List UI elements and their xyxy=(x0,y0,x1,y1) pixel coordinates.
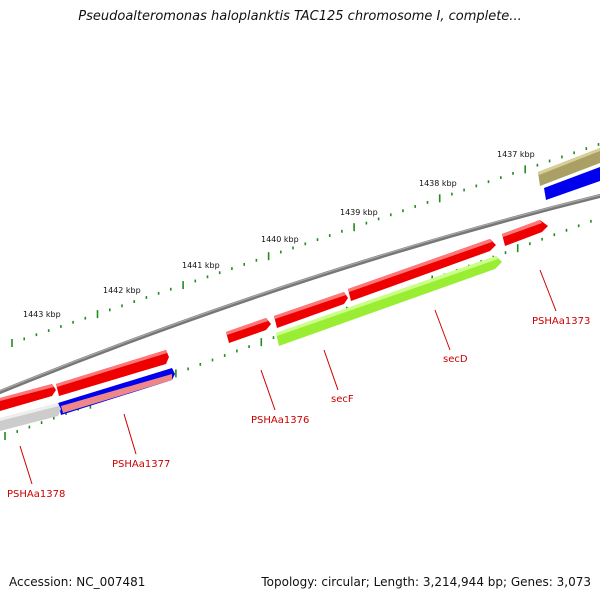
chromosome-backbone xyxy=(0,194,600,394)
gene-pink[interactable] xyxy=(61,374,172,413)
scale-label: 1440 kbp xyxy=(261,235,299,244)
gene-red[interactable] xyxy=(348,239,496,301)
gene-label-pshaa1376[interactable]: PSHAa1376 xyxy=(251,415,309,426)
gene-red[interactable] xyxy=(274,292,348,328)
map-title: Pseudoalteromonas haloplanktis TAC125 ch… xyxy=(78,9,522,24)
gene-labels[interactable]: PSHAa1373 secD secF PSHAa1376 PSHAa1377 … xyxy=(7,316,590,500)
accession-text: Accession: NC_007481 xyxy=(9,575,146,589)
gene-red[interactable] xyxy=(56,350,169,396)
gene-label-pshaa1377[interactable]: PSHAa1377 xyxy=(112,459,170,470)
scale-label: 1439 kbp xyxy=(340,208,378,217)
gene-label-pshaa1378[interactable]: PSHAa1378 xyxy=(7,489,65,500)
label-leaders xyxy=(19,269,557,485)
gene-label-pshaa1373[interactable]: PSHAa1373 xyxy=(532,316,590,327)
topology-text: Topology: circular; Length: 3,214,944 bp… xyxy=(261,575,591,589)
scale-label: 1438 kbp xyxy=(419,179,457,188)
scale-label: 1443 kbp xyxy=(23,310,61,319)
scale-label: 1441 kbp xyxy=(182,261,220,270)
gene-grey[interactable] xyxy=(0,403,61,431)
gene-blue[interactable] xyxy=(544,167,600,200)
chromosome-backbone-highlight xyxy=(0,194,600,392)
scale-labels: 1437 kbp 1438 kbp 1439 kbp 1440 kbp 1441… xyxy=(23,150,535,319)
gene-red[interactable] xyxy=(0,384,56,411)
upper-gene-track xyxy=(0,148,600,431)
gene-red[interactable] xyxy=(226,318,271,343)
gene-label-secf[interactable]: secF xyxy=(331,394,354,405)
scale-label: 1442 kbp xyxy=(103,286,141,295)
gene-red[interactable] xyxy=(502,220,548,246)
scale-label: 1437 kbp xyxy=(497,150,535,159)
upper-scale-track xyxy=(11,143,600,347)
gene-green[interactable] xyxy=(276,256,502,346)
gene-olive[interactable] xyxy=(538,148,600,186)
gene-label-secd[interactable]: secD xyxy=(443,354,468,365)
